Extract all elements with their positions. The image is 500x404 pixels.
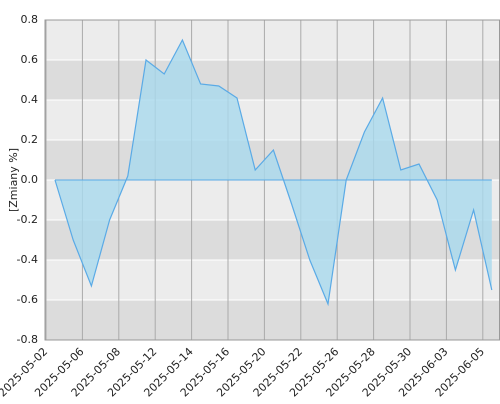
- band: [45, 300, 500, 340]
- band: [45, 20, 500, 60]
- band: [45, 100, 500, 140]
- band: [45, 260, 500, 300]
- band: [45, 60, 500, 100]
- y-tick-label: -0.4: [17, 253, 38, 266]
- y-tick-label: 0.8: [21, 13, 39, 26]
- area: [55, 40, 492, 304]
- y-axis-title: [Zmiany %]: [7, 148, 20, 212]
- band: [45, 220, 500, 260]
- y-tick-label: -0.8: [17, 333, 38, 346]
- y-tick-label: -0.2: [17, 213, 38, 226]
- line: [54, 38, 493, 307]
- y-tick-label: 0.2: [21, 133, 39, 146]
- y-tick-label: 0.4: [21, 93, 39, 106]
- y-tick-label: 0.6: [21, 53, 39, 66]
- y-tick-label: 0.0: [21, 173, 39, 186]
- y-tick-label: -0.6: [17, 293, 38, 306]
